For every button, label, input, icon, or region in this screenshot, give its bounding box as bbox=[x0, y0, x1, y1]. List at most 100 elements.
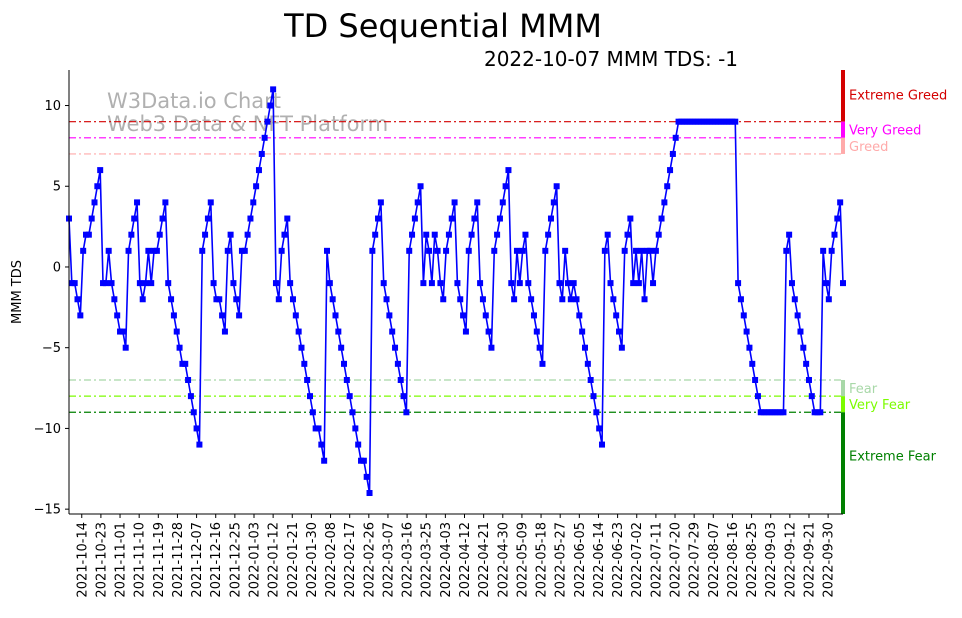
data-point bbox=[202, 231, 209, 238]
data-point bbox=[324, 247, 330, 254]
data-point bbox=[216, 296, 223, 303]
data-point bbox=[502, 183, 509, 190]
x-tick-label: 2021-11-10 bbox=[133, 522, 148, 598]
x-tick-label: 2022-03-16 bbox=[401, 522, 416, 598]
data-point bbox=[652, 247, 659, 254]
data-point bbox=[576, 312, 583, 319]
data-point bbox=[91, 199, 98, 206]
data-point bbox=[284, 215, 291, 222]
data-point bbox=[596, 425, 603, 432]
data-point bbox=[426, 247, 433, 254]
data-point bbox=[182, 360, 189, 367]
data-point bbox=[533, 328, 540, 335]
data-point bbox=[267, 102, 274, 109]
x-tick-label: 2022-03-25 bbox=[420, 522, 435, 598]
data-point bbox=[752, 376, 759, 383]
zone-label-extreme-fear: Extreme Fear bbox=[849, 450, 937, 465]
data-point bbox=[278, 247, 285, 254]
data-point bbox=[485, 328, 492, 335]
data-point bbox=[170, 312, 177, 319]
data-point bbox=[661, 199, 668, 206]
data-point bbox=[754, 393, 761, 400]
data-point bbox=[550, 199, 557, 206]
data-point bbox=[499, 199, 506, 206]
data-point bbox=[618, 344, 625, 351]
data-point bbox=[142, 280, 149, 287]
data-point bbox=[445, 231, 452, 238]
data-point bbox=[547, 215, 554, 222]
data-point bbox=[794, 312, 801, 319]
data-point bbox=[221, 328, 228, 335]
data-point bbox=[204, 215, 211, 222]
data-point bbox=[800, 344, 807, 351]
data-point bbox=[624, 231, 631, 238]
zone-label-very-fear: Very Fear bbox=[849, 398, 911, 413]
data-point bbox=[505, 167, 512, 174]
x-tick-label: 2022-02-17 bbox=[343, 522, 358, 598]
data-point bbox=[114, 312, 121, 319]
data-point bbox=[468, 231, 475, 238]
data-point bbox=[165, 280, 172, 287]
data-point bbox=[190, 409, 197, 416]
x-tick-label: 2022-08-07 bbox=[707, 522, 722, 598]
data-point bbox=[128, 231, 135, 238]
x-tick-label: 2021-11-01 bbox=[114, 522, 129, 598]
data-point bbox=[338, 344, 345, 351]
data-point bbox=[743, 328, 750, 335]
data-point bbox=[301, 360, 308, 367]
data-point bbox=[604, 231, 611, 238]
data-point bbox=[567, 296, 574, 303]
data-point bbox=[375, 215, 382, 222]
data-point bbox=[735, 280, 742, 287]
data-point bbox=[176, 344, 183, 351]
data-point bbox=[187, 393, 194, 400]
y-tick-label: −5 bbox=[42, 341, 61, 356]
zone-label-very-greed: Very Greed bbox=[849, 124, 921, 139]
data-point bbox=[377, 199, 384, 206]
data-point bbox=[556, 280, 563, 287]
data-point bbox=[403, 409, 410, 416]
data-point bbox=[255, 167, 262, 174]
data-point bbox=[593, 409, 600, 416]
data-point bbox=[105, 247, 112, 254]
data-point bbox=[394, 360, 401, 367]
watermark-line-1: W3Data.io Chart bbox=[107, 89, 281, 113]
data-point bbox=[346, 393, 353, 400]
data-point bbox=[647, 247, 654, 254]
data-point bbox=[822, 280, 829, 287]
data-point bbox=[85, 231, 92, 238]
x-tick-label: 2022-08-16 bbox=[726, 522, 741, 598]
data-point bbox=[77, 312, 84, 319]
data-point bbox=[281, 231, 288, 238]
data-point bbox=[372, 231, 379, 238]
x-tick-label: 2022-01-30 bbox=[305, 522, 320, 598]
data-point bbox=[369, 247, 376, 254]
x-tick-label: 2022-01-12 bbox=[267, 522, 282, 598]
data-point bbox=[491, 247, 498, 254]
data-point bbox=[737, 296, 744, 303]
data-point bbox=[196, 441, 203, 448]
data-point bbox=[244, 231, 251, 238]
data-point bbox=[88, 215, 95, 222]
x-tick-label: 2022-06-14 bbox=[592, 522, 607, 598]
data-point bbox=[443, 247, 450, 254]
data-point bbox=[145, 247, 152, 254]
data-point bbox=[607, 280, 614, 287]
data-point bbox=[519, 247, 526, 254]
data-point bbox=[599, 441, 606, 448]
data-point bbox=[292, 312, 299, 319]
x-tick-label: 2022-04-12 bbox=[458, 522, 473, 598]
data-point bbox=[352, 425, 359, 432]
zone-bar-fear bbox=[841, 379, 845, 397]
x-tick-label: 2022-05-18 bbox=[535, 522, 550, 598]
x-tick-label: 2021-12-07 bbox=[190, 522, 205, 598]
data-point bbox=[272, 280, 279, 287]
data-point bbox=[817, 409, 824, 416]
data-point bbox=[275, 296, 282, 303]
y-tick-label: 5 bbox=[53, 180, 61, 195]
data-point bbox=[411, 215, 418, 222]
data-point bbox=[633, 247, 640, 254]
axes: 10 5 0 −5 −10 −15 2021-10-14 2021-10-23 2021-11-… bbox=[34, 70, 843, 598]
data-point bbox=[786, 231, 793, 238]
